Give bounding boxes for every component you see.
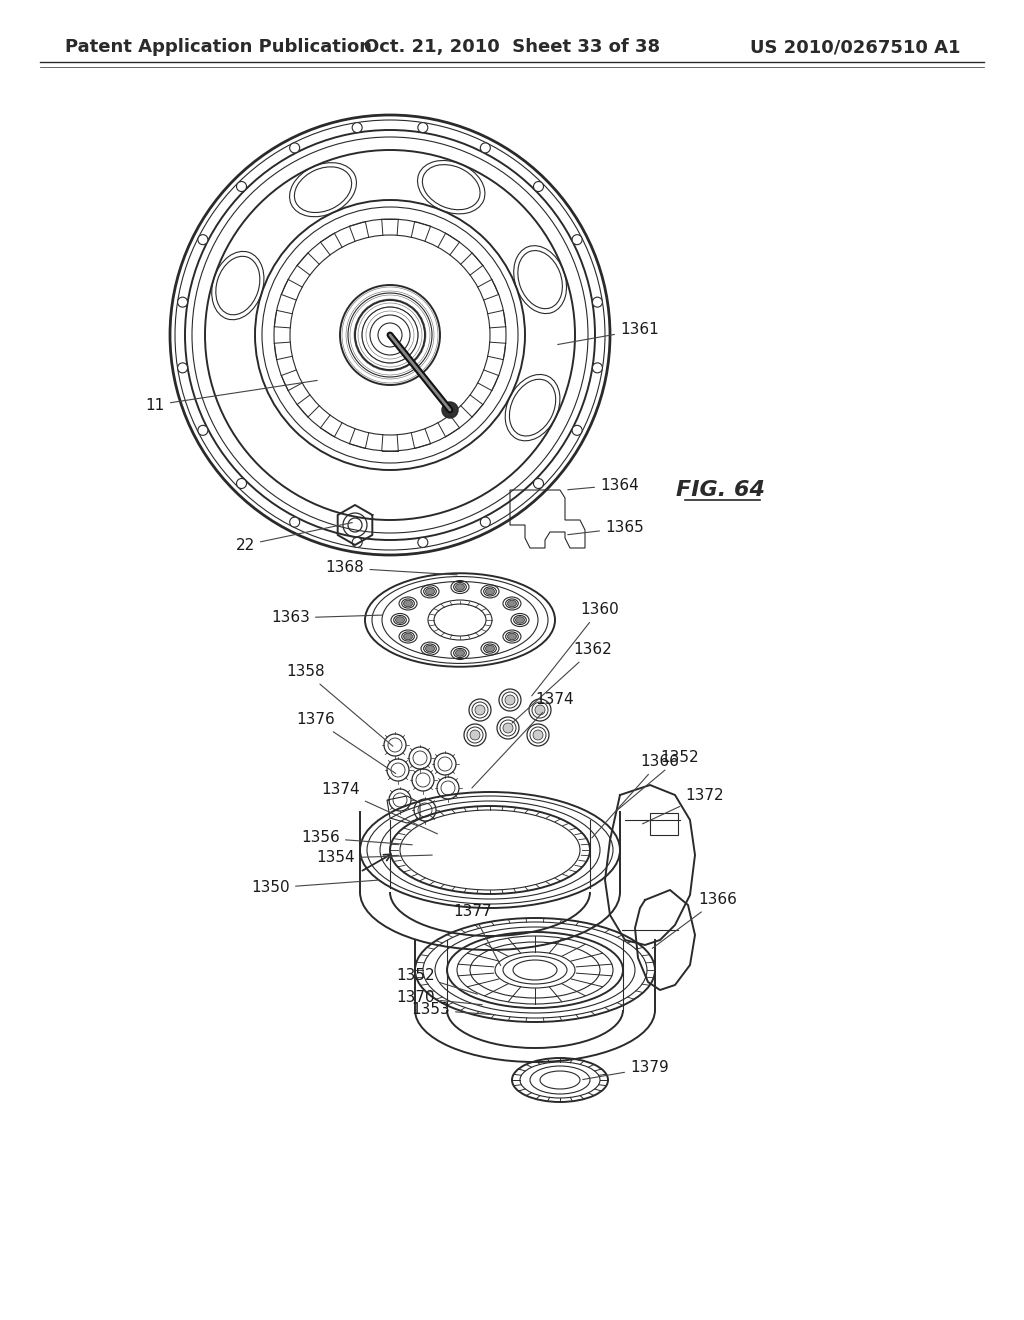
Circle shape: [503, 723, 513, 733]
Text: 1374: 1374: [322, 783, 437, 834]
Text: 1364: 1364: [567, 478, 639, 492]
Text: 1365: 1365: [567, 520, 644, 536]
Text: Patent Application Publication: Patent Application Publication: [65, 38, 372, 55]
Ellipse shape: [508, 634, 516, 640]
Ellipse shape: [485, 589, 495, 595]
Text: US 2010/0267510 A1: US 2010/0267510 A1: [750, 38, 961, 55]
Circle shape: [442, 403, 458, 418]
Text: 1353: 1353: [412, 1002, 496, 1018]
Circle shape: [475, 705, 485, 715]
Text: 11: 11: [145, 380, 317, 412]
Text: 1370: 1370: [396, 990, 482, 1006]
Text: 1358: 1358: [287, 664, 393, 746]
Circle shape: [505, 696, 515, 705]
Circle shape: [418, 537, 428, 548]
Circle shape: [177, 297, 187, 308]
Circle shape: [535, 705, 545, 715]
Text: 1361: 1361: [558, 322, 658, 345]
Text: 1362: 1362: [512, 643, 611, 723]
Circle shape: [177, 363, 187, 372]
Text: 1352: 1352: [617, 751, 698, 810]
Circle shape: [352, 123, 362, 132]
Ellipse shape: [456, 649, 465, 656]
Text: 1372: 1372: [642, 788, 724, 824]
Circle shape: [237, 478, 247, 488]
Ellipse shape: [403, 634, 413, 640]
Text: 1354: 1354: [316, 850, 432, 866]
Circle shape: [534, 478, 544, 488]
Circle shape: [418, 123, 428, 132]
Circle shape: [593, 297, 602, 308]
Text: 1352: 1352: [396, 968, 477, 994]
Circle shape: [480, 517, 490, 527]
Text: 1374: 1374: [472, 693, 573, 788]
Text: 1366: 1366: [652, 892, 737, 948]
Ellipse shape: [403, 601, 413, 607]
Text: 1376: 1376: [296, 713, 395, 774]
Circle shape: [352, 537, 362, 548]
Circle shape: [572, 425, 582, 436]
Ellipse shape: [426, 645, 434, 652]
Circle shape: [480, 143, 490, 153]
Text: FIG. 64: FIG. 64: [676, 480, 765, 500]
Circle shape: [534, 182, 544, 191]
Text: Oct. 21, 2010  Sheet 33 of 38: Oct. 21, 2010 Sheet 33 of 38: [364, 38, 660, 55]
Text: 1350: 1350: [251, 880, 377, 895]
Ellipse shape: [515, 616, 524, 623]
Ellipse shape: [508, 601, 516, 607]
Circle shape: [593, 363, 602, 372]
Text: 1368: 1368: [326, 561, 458, 576]
Text: 22: 22: [236, 523, 352, 553]
Ellipse shape: [395, 616, 404, 623]
Circle shape: [572, 235, 582, 244]
Circle shape: [470, 730, 480, 741]
Ellipse shape: [456, 583, 465, 590]
Text: 1363: 1363: [271, 610, 382, 626]
Circle shape: [534, 730, 543, 741]
Text: 1377: 1377: [453, 904, 501, 965]
Text: 1379: 1379: [583, 1060, 669, 1080]
Ellipse shape: [485, 645, 495, 652]
Circle shape: [198, 235, 208, 244]
Circle shape: [198, 425, 208, 436]
Circle shape: [290, 143, 300, 153]
Circle shape: [237, 182, 247, 191]
Text: 1366: 1366: [592, 755, 679, 838]
Text: 1356: 1356: [301, 830, 413, 846]
Text: 1360: 1360: [531, 602, 618, 696]
Circle shape: [290, 517, 300, 527]
Ellipse shape: [426, 589, 434, 595]
